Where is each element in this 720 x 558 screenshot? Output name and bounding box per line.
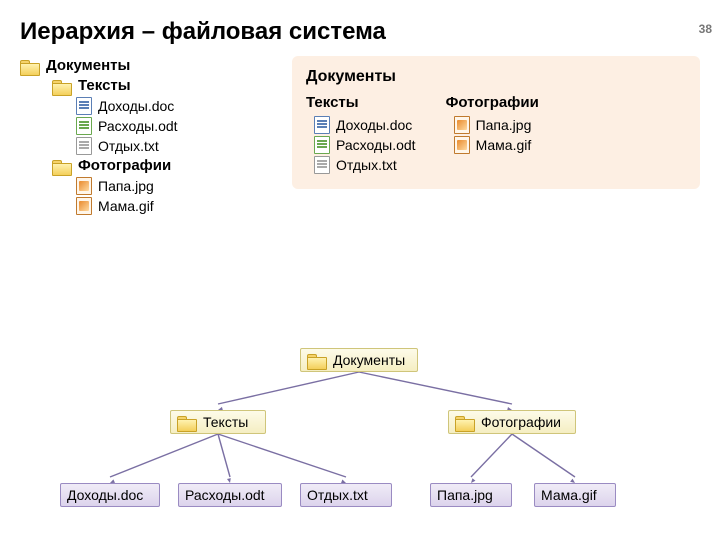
file-row: Мама.gif xyxy=(76,196,280,216)
panel-column: Тексты Доходы.docРасходы.odtОтдых.txt xyxy=(306,94,416,175)
file-row: Отдых.txt xyxy=(314,155,416,175)
file-icon xyxy=(314,136,330,154)
node-label: Расходы.odt xyxy=(185,487,265,503)
node-label: Документы xyxy=(333,352,405,368)
folder-label: Фотографии xyxy=(78,156,171,176)
panel-column-heading: Фотографии xyxy=(446,94,539,111)
file-label: Мама.gif xyxy=(98,196,154,216)
documents-panel: Документы Тексты Доходы.docРасходы.odtОтд… xyxy=(292,56,700,189)
file-row: Папа.jpg xyxy=(76,176,280,196)
file-icon xyxy=(76,97,92,115)
diagram-file-node: Расходы.odt xyxy=(178,483,282,507)
file-label: Доходы.doc xyxy=(98,96,174,116)
diagram-file-node: Отдых.txt xyxy=(300,483,392,507)
node-label: Доходы.doc xyxy=(67,487,143,503)
file-icon xyxy=(314,116,330,134)
diagram-file-node: Мама.gif xyxy=(534,483,616,507)
file-label: Папа.jpg xyxy=(476,115,532,135)
panel-title: Документы xyxy=(306,68,686,86)
folder-icon xyxy=(52,158,72,174)
diagram-file-node: Доходы.doc xyxy=(60,483,160,507)
diagram-folder-node: Документы xyxy=(300,348,418,372)
file-label: Мама.gif xyxy=(476,135,532,155)
folder-row: Тексты xyxy=(52,76,280,96)
file-row: Папа.jpg xyxy=(454,115,539,135)
file-row: Мама.gif xyxy=(454,135,539,155)
panel-columns: Тексты Доходы.docРасходы.odtОтдых.txt Фото… xyxy=(306,94,686,175)
folder-icon xyxy=(20,58,40,74)
file-row: Отдых.txt xyxy=(76,136,280,156)
node-label: Папа.jpg xyxy=(437,487,493,503)
node-label: Фотографии xyxy=(481,414,561,430)
top-area: ДокументыТекстыДоходы.docРасходы.odtОтды… xyxy=(0,56,720,216)
file-icon xyxy=(314,156,330,174)
tree-hierarchy: ДокументыТекстыДоходы.docРасходы.odtОтды… xyxy=(20,56,280,216)
file-icon xyxy=(76,197,92,215)
file-icon xyxy=(454,136,470,154)
file-row: Доходы.doc xyxy=(314,115,416,135)
diagram-file-node: Папа.jpg xyxy=(430,483,512,507)
folder-icon xyxy=(455,414,475,430)
folder-icon xyxy=(177,414,197,430)
file-row: Доходы.doc xyxy=(76,96,280,116)
folder-icon xyxy=(307,352,327,368)
file-row: Расходы.odt xyxy=(76,116,280,136)
panel-column-heading: Тексты xyxy=(306,94,416,111)
diagram-folder-node: Тексты xyxy=(170,410,266,434)
folder-row: Документы xyxy=(20,56,280,76)
file-label: Расходы.odt xyxy=(336,135,416,155)
diagram-folder-node: Фотографии xyxy=(448,410,576,434)
page-title: Иерархия – файловая система xyxy=(20,18,720,46)
panel-column: Фотографии Папа.jpgМама.gif xyxy=(446,94,539,175)
folder-icon xyxy=(52,78,72,94)
tree-diagram: Документы Тексты Фотографии Доходы.doc Расхо… xyxy=(0,348,720,548)
file-icon xyxy=(76,177,92,195)
node-label: Тексты xyxy=(203,414,248,430)
file-label: Папа.jpg xyxy=(98,176,154,196)
file-icon xyxy=(454,116,470,134)
node-label: Мама.gif xyxy=(541,487,597,503)
page-number: 38 xyxy=(699,22,712,36)
folder-row: Фотографии xyxy=(52,156,280,176)
folder-label: Документы xyxy=(46,56,130,76)
file-label: Доходы.doc xyxy=(336,115,412,135)
file-label: Расходы.odt xyxy=(98,116,178,136)
file-row: Расходы.odt xyxy=(314,135,416,155)
file-icon xyxy=(76,137,92,155)
panel-wrap: Документы Тексты Доходы.docРасходы.odtОтд… xyxy=(292,56,700,216)
node-label: Отдых.txt xyxy=(307,487,368,503)
file-label: Отдых.txt xyxy=(98,136,159,156)
file-label: Отдых.txt xyxy=(336,155,397,175)
file-icon xyxy=(76,117,92,135)
folder-label: Тексты xyxy=(78,76,131,96)
